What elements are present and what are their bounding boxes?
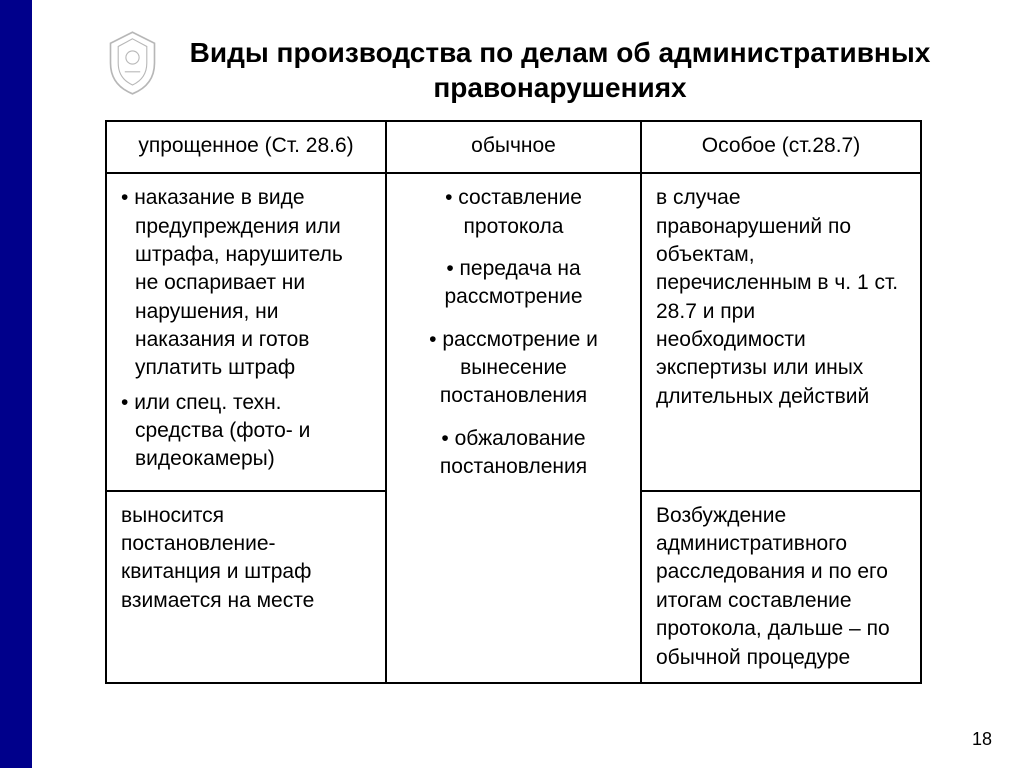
bullet-item: или спец. техн. средства (фото- и видеок… — [121, 389, 371, 474]
page-number: 18 — [972, 729, 992, 750]
bullet-item: передача на рассмотрение — [401, 255, 626, 312]
col-header-special: Особое (ст.28.7) — [641, 121, 921, 173]
cell-simplified-grounds: наказание в виде предупреждения или штра… — [106, 173, 386, 490]
cell-ordinary-steps: составление протокола передача на рассмо… — [386, 173, 641, 683]
bullet-item: составление протокола — [401, 184, 626, 241]
cell-special-grounds: в случае правонарушений по объектам, пер… — [641, 173, 921, 490]
bullet-item: наказание в виде предупреждения или штра… — [121, 184, 371, 382]
bullet-item: обжалование постановления — [401, 425, 626, 482]
bullet-item: рассмотрение и вынесение постановления — [401, 326, 626, 411]
cell-special-outcome: Возбуждение административного расследова… — [641, 491, 921, 683]
table-row: наказание в виде предупреждения или штра… — [106, 173, 921, 490]
procedures-table: упрощенное (Ст. 28.6) обычное Особое (ст… — [105, 120, 922, 684]
crest-logo — [105, 28, 160, 98]
col-header-ordinary: обычное — [386, 121, 641, 173]
table-header-row: упрощенное (Ст. 28.6) обычное Особое (ст… — [106, 121, 921, 173]
sidebar-accent — [0, 0, 32, 768]
cell-simplified-outcome: выносится постановление-квитанция и штра… — [106, 491, 386, 683]
col-header-simplified: упрощенное (Ст. 28.6) — [106, 121, 386, 173]
slide-title: Виды производства по делам об администра… — [180, 35, 940, 105]
